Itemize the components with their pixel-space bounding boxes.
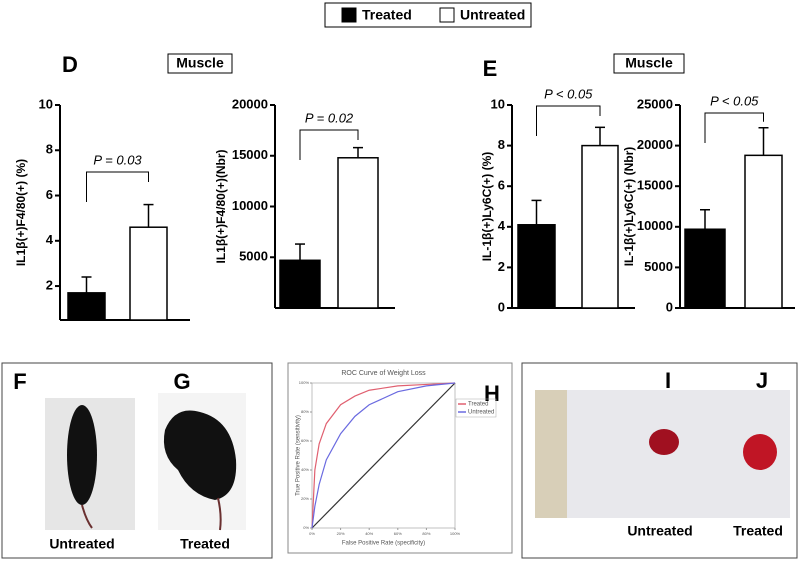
tail [81,504,93,529]
y-tick-label: 5000 [644,259,673,274]
y-axis-label: IL1β(+)F4/80(+) (%) [14,159,28,266]
y-tick-label: 8 [46,142,53,157]
panel-letter: J [756,368,768,393]
photo-label: Treated [180,536,230,552]
p-value: P < 0.05 [544,86,593,101]
label-box [613,53,685,74]
y-axis-label: IL1β(+)F4/80(+)(Nbr) [214,149,228,263]
y-tick-label: 5000 [239,249,268,264]
y-tick-label: 40% [301,467,309,472]
legend-label: Treated [468,402,488,408]
legend-swatch [439,7,455,23]
y-tick-label: 0 [498,299,505,314]
plot-frame [311,382,456,529]
y-tick-label: 10 [39,96,53,111]
y-tick-label: 4 [498,218,506,233]
roc-line [311,382,456,529]
ruler [535,390,567,518]
panel-letter: D [62,52,78,77]
tail [217,497,222,531]
y-tick-label: 0% [303,525,309,530]
x-tick-label: 60% [394,531,402,536]
significance-bracket [704,112,764,143]
y-tick-label: 10 [491,96,505,111]
legend-box [324,2,532,28]
panel-box [287,362,513,554]
mouse [67,405,97,505]
y-tick-label: 20% [301,496,309,501]
p-value: P = 0.02 [305,110,354,125]
reference-diagonal [311,382,456,529]
bar [129,226,168,321]
y-tick-label: 10000 [637,218,673,233]
tissue [649,429,679,455]
x-tick-label: 20% [337,531,345,536]
significance-bracket [86,171,149,202]
bar [67,292,106,321]
x-tick-label: 40% [365,531,373,536]
legend-label: Untreated [460,7,525,23]
tissue [743,434,777,470]
y-tick-label: 60% [301,438,309,443]
significance-bracket [299,129,359,160]
photo-label: Untreated [49,536,114,552]
y-axis-label: True Positive Rate (sensitivity) [296,415,302,496]
p-value: P = 0.03 [93,152,142,167]
tissue-label: Muscle [625,55,673,71]
roc-line [311,382,456,529]
x-tick-label: 100% [450,531,461,536]
x-tick-label: 80% [422,531,430,536]
p-value: P < 0.05 [710,93,759,108]
y-tick-label: 4 [46,232,54,247]
significance-bracket [536,105,601,136]
legend-frame [455,398,497,418]
bar [279,259,321,309]
y-tick-label: 15000 [232,147,268,162]
bar [517,224,556,309]
y-tick-label: 20000 [232,96,268,111]
bar [684,228,726,309]
panel-letter: I [665,368,671,393]
y-tick-label: 2 [46,277,53,292]
panel-letter: G [173,369,190,394]
y-tick-label: 8 [498,137,505,152]
y-tick-label: 80% [301,409,309,414]
y-tick-label: 6 [46,187,53,202]
x-tick-label: 0% [309,531,315,536]
y-axis-label: IL-1β(+)Ly6C(+) (%) [480,152,494,262]
y-tick-label: 25000 [637,96,673,111]
y-tick-label: 2 [498,259,505,274]
x-axis-label: False Positive Rate (specificity) [342,541,425,547]
label-box [167,53,233,74]
panel-letter: E [483,56,498,81]
y-axis-label: IL-1β(+)Ly6C(+) (Nbr) [622,147,636,267]
legend-label: Untreated [468,410,494,416]
y-tick-label: 15000 [637,178,673,193]
chart-title: ROC Curve of Weight Loss [341,370,426,377]
panel-letter: F [13,369,26,394]
bar [581,144,619,309]
y-tick-label: 100% [299,380,310,385]
y-tick-label: 10000 [232,198,268,213]
y-tick-label: 6 [498,178,505,193]
mouse [163,410,237,500]
legend-label: Treated [362,7,412,23]
photo-label: Treated [733,523,783,539]
y-tick-label: 20000 [637,137,673,152]
tissue-label: Muscle [176,55,224,71]
bar [337,157,379,309]
bar [744,154,783,309]
y-tick-label: 0 [666,299,673,314]
legend-swatch [341,7,357,23]
photo-label: Untreated [627,523,692,539]
